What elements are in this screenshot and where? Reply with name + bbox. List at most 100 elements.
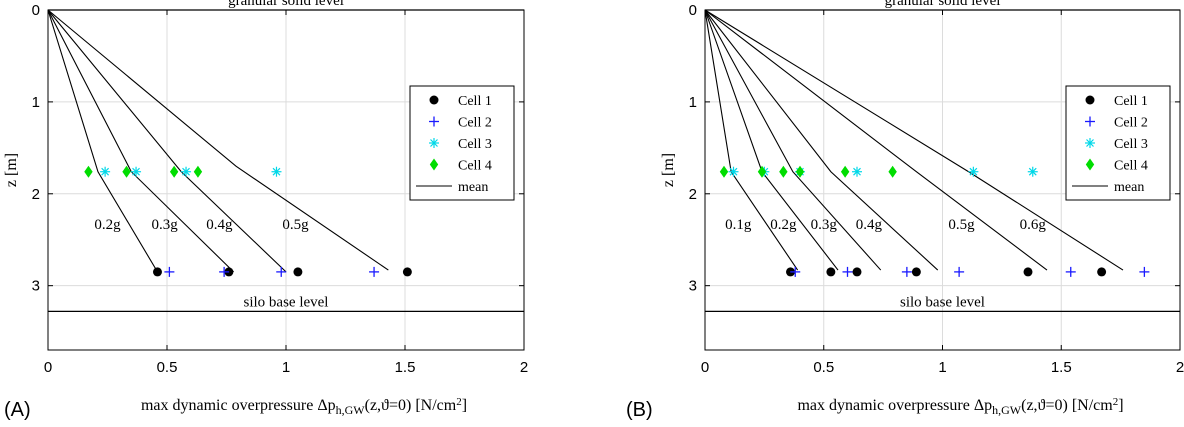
- panel-label: (A): [4, 399, 31, 421]
- legend-swatch-cell-2: [429, 116, 439, 127]
- cell-3-point: [181, 166, 192, 177]
- mean-line-0_5g: [47, 9, 389, 271]
- cell-3-point-ray: [132, 167, 140, 176]
- cell-3-point: [852, 166, 862, 177]
- mean-line-0_4g: [704, 9, 939, 271]
- granular-solid-level-label: granular solid level: [885, 0, 1001, 9]
- x-axis-label-part: 2: [1113, 396, 1119, 408]
- cell-4-point: [795, 165, 805, 178]
- accel-label: 0.5g: [948, 217, 975, 233]
- x-tick-label: 1.5: [1051, 359, 1072, 376]
- cell-4-point: [719, 165, 729, 178]
- cell-4-point: [193, 165, 203, 178]
- cell-3-point: [728, 166, 739, 177]
- x-tick-label: 0: [701, 359, 709, 376]
- x-axis-label-part: h,GW: [992, 403, 1022, 417]
- silo-base-level-label: silo base level: [244, 294, 329, 310]
- x-axis-label-part: ]: [1118, 397, 1123, 414]
- x-axis-label-part: (z,ϑ=0) [N/cm: [365, 397, 457, 414]
- legend: Cell 1 Cell 2 Cell 3 Cell 4 mean: [409, 85, 515, 201]
- cell-1-point: [293, 267, 303, 277]
- cell-1-point: [826, 267, 836, 277]
- cell-4-point: [757, 165, 767, 178]
- cell-3-point-ray: [272, 167, 281, 176]
- cell-2-point: [901, 266, 912, 277]
- cell-1-point: [1097, 267, 1107, 277]
- legend-swatch-cell-1: [1085, 95, 1095, 105]
- cell-4-point: [169, 165, 179, 178]
- cell-2-point: [790, 266, 801, 277]
- y-tick-label: 3: [689, 278, 697, 295]
- cell-3-point: [1027, 166, 1038, 177]
- series-cell-4: [719, 165, 897, 178]
- accel-label: 0.2g: [770, 217, 797, 233]
- x-tick-label: 0.5: [813, 359, 834, 376]
- series-cell-3: [728, 166, 1038, 177]
- legend: Cell 1 Cell 2 Cell 3 Cell 4 mean: [1065, 85, 1171, 201]
- cell-2-point: [1139, 266, 1150, 277]
- cell-1-point: [852, 267, 862, 277]
- cell-3-point-ray: [729, 167, 738, 176]
- cell-2-point: [164, 266, 175, 277]
- cell-4-point: [84, 165, 93, 178]
- accel-label: 0.1g: [725, 217, 752, 233]
- y-tick-label: 1: [689, 94, 697, 111]
- cell-1-point: [1023, 267, 1033, 277]
- x-axis-label-part: h,GW: [336, 403, 366, 417]
- mean-line-0_5g: [704, 9, 1048, 271]
- legend-swatch-cell-2: [1085, 116, 1095, 127]
- legend-label: mean: [1114, 180, 1144, 195]
- chart-panel-a: 0 0.5 1 1.5 2 0 1 2 3 granular solid level silo ba…: [3, 0, 528, 421]
- cell-4-point: [779, 165, 788, 178]
- cell-1-point: [152, 267, 162, 277]
- chart-panel-b: 0 0.5 1 1.5 2 0 1 2 3 granular solid level silo ba…: [626, 0, 1184, 421]
- x-axis-label-part: (z,ϑ=0) [N/cm: [1021, 397, 1113, 414]
- y-tick-label: 2: [32, 186, 40, 203]
- accel-label: 0.3g: [151, 217, 178, 233]
- x-tick-label: 0.5: [157, 359, 178, 376]
- cell-3-point-ray: [969, 167, 978, 176]
- legend-label: Cell 4: [1114, 159, 1148, 174]
- y-axis-label: z [m]: [3, 153, 20, 187]
- x-axis-label: max dynamic overpressure Δph,GW(z,ϑ=0) […: [797, 396, 1123, 417]
- legend-label: Cell 2: [458, 116, 492, 131]
- cell-2-point: [369, 266, 380, 277]
- cell-1-point: [911, 267, 921, 277]
- series-cell-2: [790, 266, 1150, 277]
- accel-label: 0.4g: [856, 217, 883, 233]
- x-tick-label: 1: [282, 359, 290, 376]
- cell-3-point-ray: [101, 167, 110, 176]
- legend-swatch-cell-1: [429, 95, 439, 105]
- y-tick-label: 1: [32, 94, 40, 111]
- x-axis-label-part: ]: [462, 397, 467, 414]
- mean-line-0_6g: [704, 9, 1124, 271]
- x-axis-label-part: max dynamic overpressure Δp: [797, 397, 992, 414]
- legend-swatch-cell-4: [1085, 158, 1095, 171]
- mean-line-0_2g: [47, 9, 158, 273]
- y-tick-label: 3: [32, 278, 40, 295]
- y-tick-label: 0: [689, 2, 697, 19]
- legend-swatch-cell-4: [429, 158, 439, 171]
- legend-label: Cell 1: [1114, 94, 1148, 109]
- cell-2-point: [219, 266, 230, 277]
- legend-label: Cell 4: [458, 159, 492, 174]
- cell-2-point: [842, 266, 853, 277]
- accel-label: 0.2g: [94, 217, 121, 233]
- legend-box: [409, 85, 515, 201]
- x-axis-label-part: 2: [456, 396, 462, 408]
- x-axis-label: max dynamic overpressure Δph,GW(z,ϑ=0) […: [141, 396, 467, 417]
- legend-swatch-cell-3: [1085, 138, 1095, 148]
- cell-3-point-ray: [1028, 167, 1037, 176]
- series-cell-3: [100, 166, 282, 177]
- legend-swatch-cell-3-ray: [1086, 139, 1094, 147]
- y-axis-label: z [m]: [660, 153, 677, 187]
- cell-3-point: [968, 166, 979, 177]
- accel-label: 0.3g: [811, 217, 838, 233]
- y-tick-label: 0: [32, 2, 40, 19]
- silo-base-level-label: silo base level: [900, 294, 985, 310]
- legend-swatch-cell-3-ray: [430, 139, 438, 147]
- x-tick-label: 1.5: [395, 359, 416, 376]
- cell-3-point-ray: [182, 167, 190, 176]
- legend-box: [1065, 85, 1171, 201]
